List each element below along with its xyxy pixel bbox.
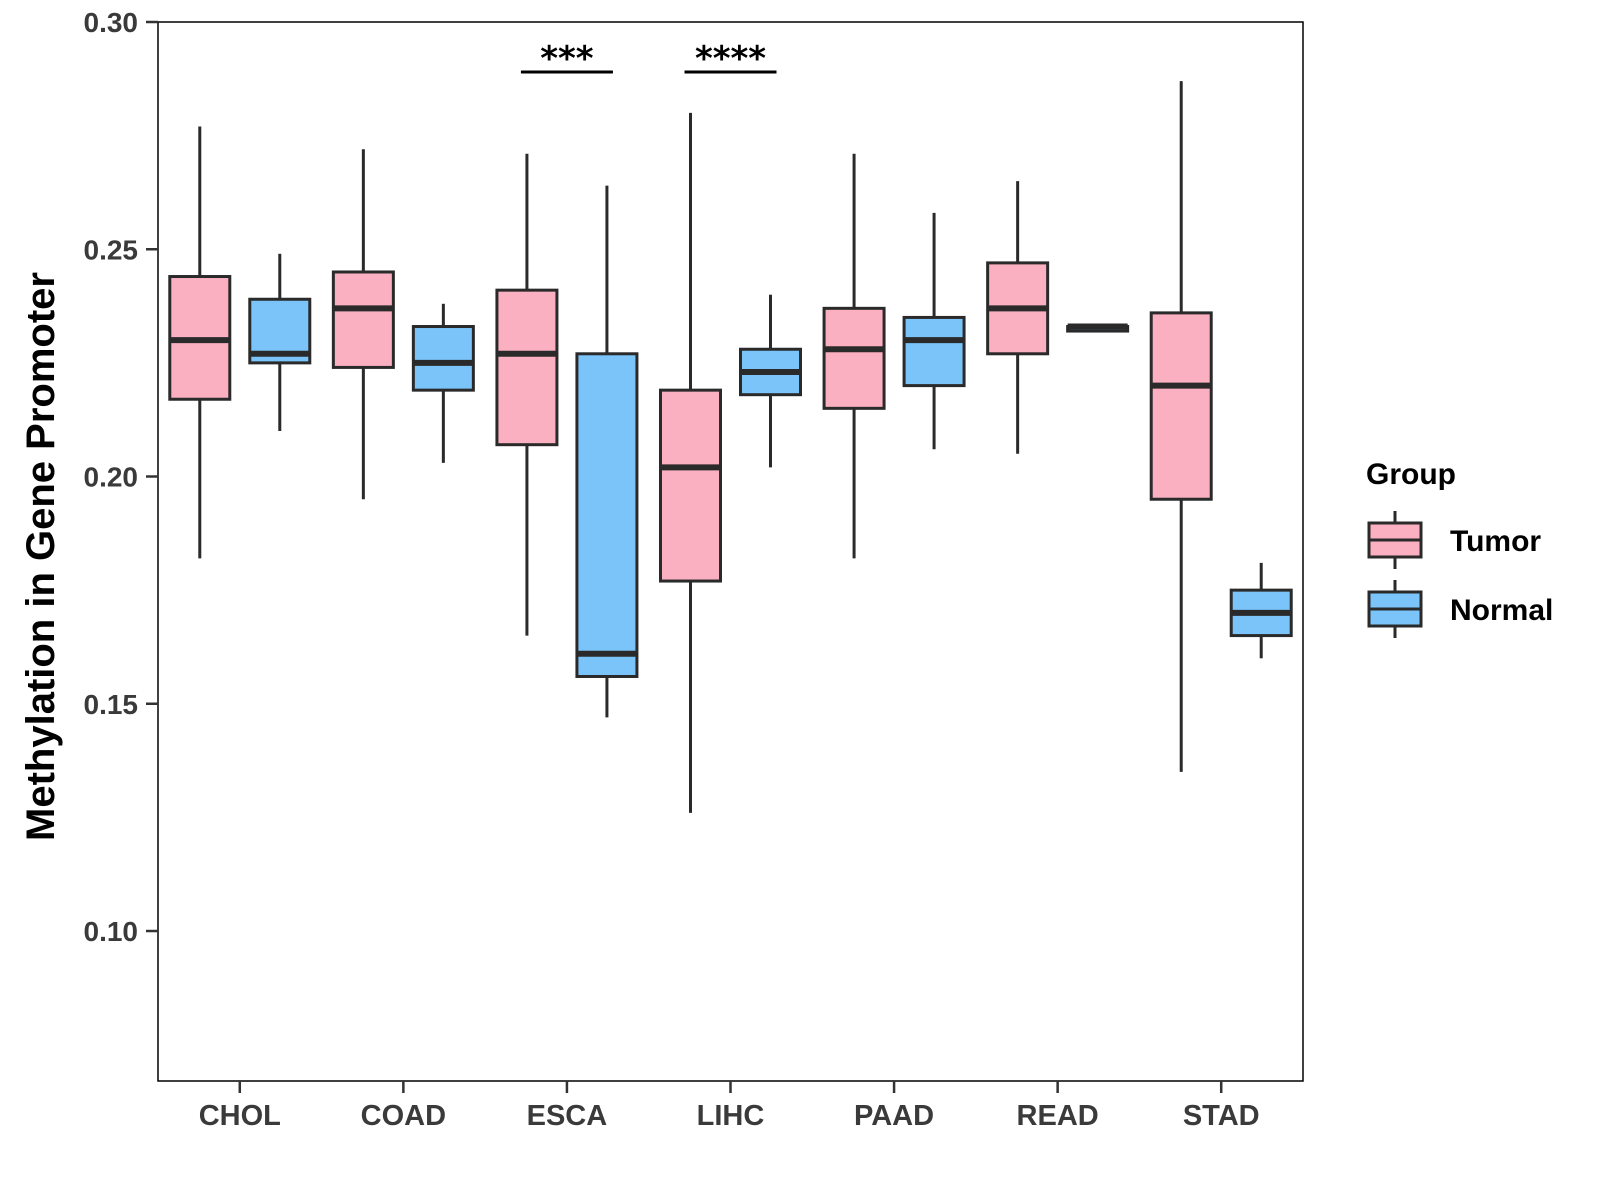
- box-normal-coad: [411, 303, 475, 463]
- x-tick-label-paad: PAAD: [854, 1100, 934, 1132]
- box-tumor-chol: [168, 126, 232, 559]
- y-tick-label: 0.15: [84, 689, 139, 720]
- y-axis-title: Methylation in Gene Promoter: [19, 272, 63, 841]
- box-iqr: [902, 315, 966, 388]
- x-tick-label-read: READ: [1017, 1100, 1099, 1132]
- y-axis: 0.10 0.15 0.20 0.25 0.30: [84, 7, 158, 947]
- box-normal-chol: [248, 253, 312, 432]
- annotations-layer: *** ****: [520, 39, 777, 79]
- legend: Group Tumor Normal: [1366, 458, 1553, 638]
- box-tumor-paad: [822, 153, 886, 559]
- box-iqr: [575, 352, 639, 678]
- boxes-layer: [168, 81, 1293, 813]
- box-iqr: [659, 388, 722, 583]
- y-tick-label: 0.30: [84, 7, 139, 38]
- x-tick-label-coad: COAD: [361, 1100, 446, 1132]
- significance-label-lihc: ****: [695, 39, 766, 79]
- box-iqr: [1149, 311, 1213, 501]
- legend-label-normal: Normal: [1450, 594, 1553, 627]
- legend-label-tumor: Tumor: [1450, 525, 1541, 558]
- box-iqr: [495, 288, 559, 447]
- plot-area: [157, 21, 1304, 1082]
- y-tick-label: 0.20: [84, 462, 139, 493]
- box-iqr: [822, 306, 886, 410]
- legend-item-normal: Normal: [1367, 580, 1553, 638]
- box-normal-lihc: [739, 294, 802, 468]
- significance-label-esca: ***: [540, 39, 594, 79]
- box-normal-read: [1066, 323, 1130, 333]
- y-tick-label: 0.25: [84, 234, 139, 265]
- panel-border: [157, 21, 1304, 1082]
- box-tumor-coad: [331, 149, 395, 500]
- y-tick-label: 0.10: [84, 916, 139, 947]
- x-tick-label-lihc: LIHC: [697, 1100, 765, 1132]
- box-tumor-lihc: [659, 112, 722, 813]
- box-tumor-esca: [495, 153, 559, 636]
- box-iqr: [331, 270, 395, 369]
- x-tick-label-esca: ESCA: [527, 1100, 608, 1132]
- x-axis: CHOL COAD ESCA LIHC PAAD READ STAD: [199, 1081, 1260, 1132]
- box-tumor-stad: [1149, 81, 1213, 772]
- legend-title: Group: [1366, 458, 1456, 491]
- box-iqr: [411, 325, 475, 392]
- box-normal-esca: [575, 185, 639, 718]
- box-normal-stad: [1229, 562, 1293, 659]
- box-tumor-read: [986, 181, 1050, 454]
- x-tick-label-chol: CHOL: [199, 1100, 281, 1132]
- legend-item-tumor: Tumor: [1367, 511, 1541, 569]
- box-normal-paad: [902, 212, 966, 450]
- x-tick-label-stad: STAD: [1183, 1100, 1260, 1132]
